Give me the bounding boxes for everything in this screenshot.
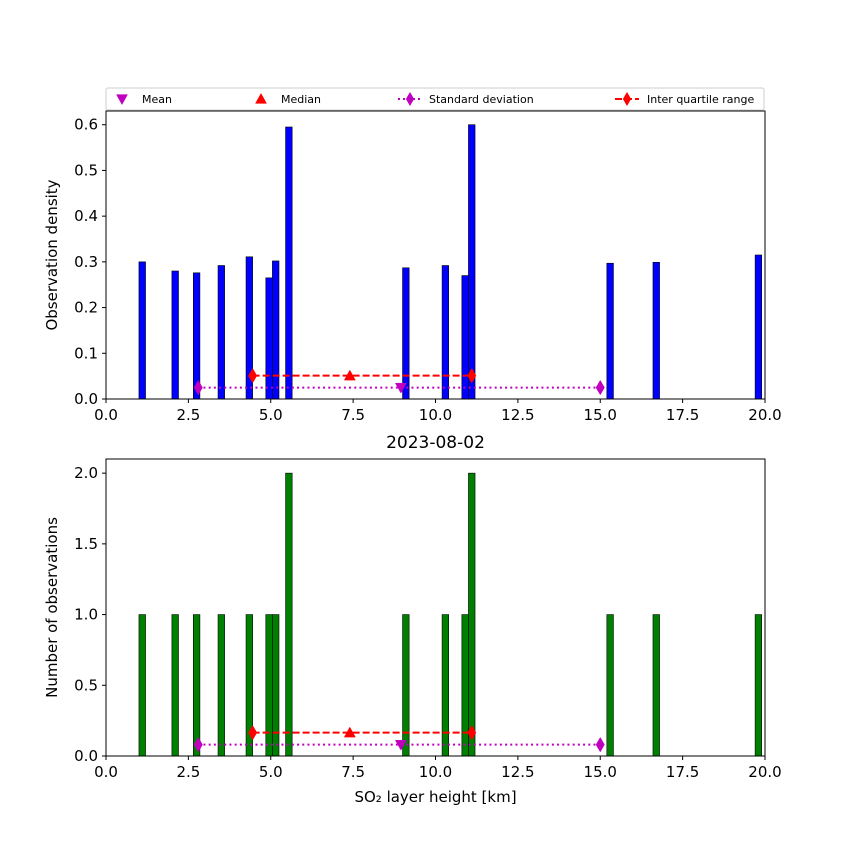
bottom-x-tick-label: 2.5 [176,763,200,781]
bottom-x-tick-label: 15.0 [584,763,617,781]
top-bar [754,254,763,400]
top-x-tick-label: 20.0 [748,406,781,424]
bottom-x-tick-label: 5.0 [259,763,283,781]
top-x-tick-label: 15.0 [584,406,617,424]
bottom-bar [193,614,201,757]
top-bar [171,270,179,400]
top-bar [468,124,476,400]
bottom-y-tick-label: 2.0 [74,464,98,482]
bottom-y-tick-label: 0.5 [74,676,98,694]
legend-entry: Standard deviation [398,91,534,107]
legend-marker-handle [405,91,415,107]
legend-entry: Inter quartile range [615,91,754,107]
bottom-y-tick-label: 0.0 [74,747,98,765]
top-bar [272,260,280,400]
top-x-tick-label: 12.5 [501,406,534,424]
top-y-tick-label: 0.1 [74,344,98,362]
legend-entry: Mean [116,93,172,106]
top-y-tick-label: 0.0 [74,390,98,408]
bottom-bar [171,614,179,757]
legend-label: Inter quartile range [647,93,754,106]
bottom-bar [606,614,614,757]
top-std-marker [193,379,203,396]
bottom-bar [265,614,273,757]
top-y-tick-label: 0.6 [74,116,98,134]
bottom-x-tick-label: 0.0 [94,763,118,781]
top-y-tick-label: 0.5 [74,161,98,179]
top-bar [461,275,469,400]
bottom-iqr-marker [248,724,258,741]
top-y-tick-label: 0.4 [74,207,98,225]
bottom-bar [468,472,476,757]
bottom-std-marker [595,736,605,753]
bottom-y-tick-label: 1.0 [74,606,98,624]
top-panel: 0.0 2.5 5.0 7.5 10.0 12.5 15.0 17.5 20.0 0.0 0.1 0… [43,110,782,424]
top-bar [138,261,146,400]
bottom-y-axis-label: Number of observations [43,517,61,698]
top-iqr-marker [467,367,477,384]
bottom-mean-marker [394,740,407,751]
bottom-bar [441,614,449,757]
top-bar [285,126,293,400]
bottom-x-tick-label: 12.5 [501,763,534,781]
bottom-x-tick-label: 17.5 [666,763,699,781]
legend: Mean Median Standard deviation Inter quarti… [105,87,765,111]
bottom-x-tick-label: 7.5 [341,763,365,781]
bottom-x-tick-label: 10.0 [419,763,452,781]
top-bar [217,265,225,400]
bottom-std-marker [193,736,203,753]
bottom-bar [402,614,410,757]
bottom-iqr-marker [467,724,477,741]
top-bar [265,277,273,400]
legend-marker-handle [116,94,128,106]
top-x-tick-label: 0.0 [94,406,118,424]
legend-frame [105,87,765,111]
legend-label: Mean [142,93,172,106]
bottom-x-axis-label: SO₂ layer height [km] [354,788,516,806]
top-x-tick-label: 2.5 [176,406,200,424]
bottom-bar [217,614,225,757]
legend-label: Standard deviation [429,93,534,106]
legend-marker-handle [622,91,632,107]
bottom-panel: 2023-08-02 0.0 2.5 5.0 7.5 10.0 12.5 15.0 17.5 2… [43,433,782,806]
bottom-x-tick-label: 20.0 [748,763,781,781]
top-x-tick-label: 7.5 [341,406,365,424]
top-bar [441,265,449,400]
top-y-axis-label: Observation density [43,179,61,330]
bottom-bar [138,614,146,757]
bottom-bar [652,614,660,757]
top-bar [402,267,410,400]
legend-entry: Median [255,92,321,106]
top-y-tick-label: 0.3 [74,253,98,271]
top-median-marker [343,369,356,381]
legend-marker-handle [255,92,267,104]
top-bar [606,262,614,400]
top-bar [652,262,660,400]
top-x-tick-label: 5.0 [259,406,283,424]
top-std-marker [595,379,605,396]
bottom-bar [285,472,293,757]
bottom-bar [461,614,469,757]
top-x-tick-label: 17.5 [666,406,699,424]
bottom-bar [754,614,763,757]
bottom-panel-title: 2023-08-02 [386,433,485,453]
bottom-bar [272,614,280,757]
bottom-median-marker [343,726,356,738]
top-y-tick-label: 0.2 [74,299,98,317]
top-iqr-marker [248,367,258,384]
top-x-tick-label: 10.0 [419,406,452,424]
top-mean-marker [394,382,407,394]
top-bar [193,272,201,400]
legend-label: Median [281,93,321,106]
bottom-y-tick-label: 1.5 [74,535,98,553]
